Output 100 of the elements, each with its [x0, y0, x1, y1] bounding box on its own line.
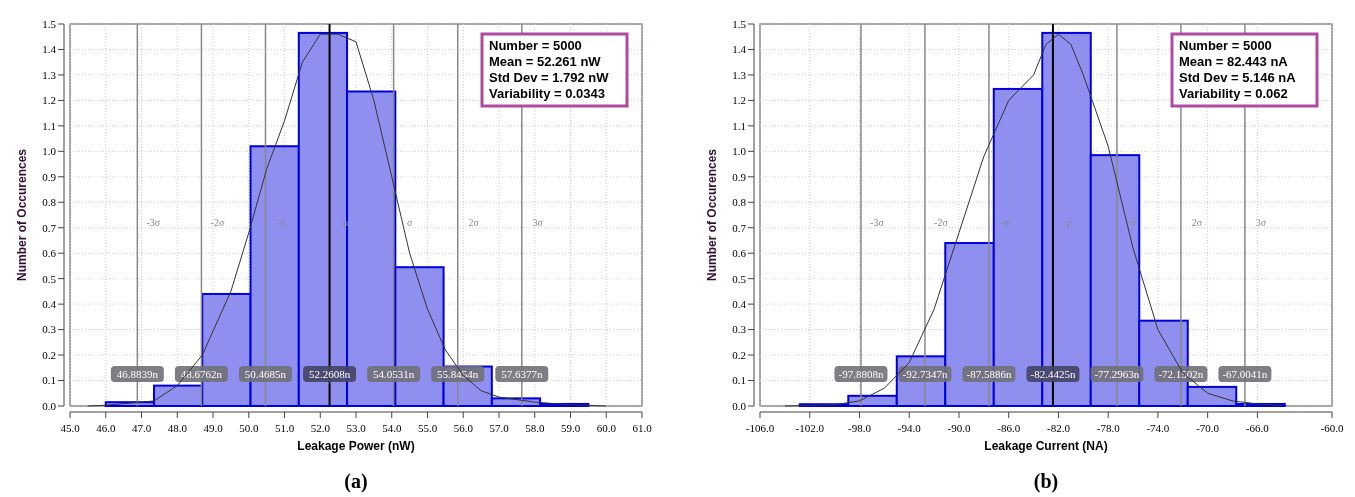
ref-line-label: 52.2608n [308, 368, 351, 380]
y-tick-label: 0.4 [732, 297, 747, 310]
y-tick-label: 1.5 [42, 17, 57, 30]
y-tick-label: 0.7 [732, 221, 747, 234]
annotation: μ [1066, 217, 1072, 229]
y-tick-label: 1.2 [732, 94, 746, 107]
annotation: -σ [277, 217, 287, 229]
ref-line-label: 48.6762n [180, 368, 223, 380]
y-tick-label: 0.8 [42, 196, 57, 209]
annotation: Mean = 52.261 nW [489, 54, 602, 69]
y-tick-label: 1.3 [732, 68, 747, 81]
ref-line-label: 54.0531n [373, 368, 415, 380]
x-tick-label: 58.0 [525, 422, 545, 434]
y-tick-label: 0.6 [42, 247, 57, 260]
y-tick-label: 0.2 [732, 348, 746, 361]
y-tick-label: 0.7 [42, 221, 57, 234]
annotation: -3σ [146, 217, 161, 229]
x-tick-label: -70.0 [1196, 422, 1220, 434]
y-tick-label: 0.2 [42, 348, 56, 361]
x-tick-label: -78.0 [1096, 422, 1121, 434]
x-tick-label: 54.0 [382, 422, 402, 434]
x-tick-label: 47.0 [131, 422, 152, 434]
ref-line-label: -82.4425n [1030, 368, 1076, 380]
annotation: Mean = 82.443 nA [1179, 54, 1289, 69]
annotation: -3σ [870, 217, 885, 229]
annotation: σ [406, 217, 413, 229]
ref-line-label: -97.8808n [838, 368, 884, 380]
y-tick-label: 0.8 [732, 196, 747, 209]
y-tick-label: 1.2 [42, 94, 56, 107]
x-tick-label: 55.0 [417, 422, 438, 434]
y-tick-label: 0.3 [42, 323, 57, 336]
x-tick-label: 59.0 [560, 422, 581, 434]
x-tick-label: 56.0 [453, 422, 474, 434]
x-tick-label: 49.0 [203, 422, 224, 434]
annotation: μ [342, 217, 349, 229]
annotation: -2σ [934, 217, 949, 229]
x-tick-label: 46.0 [96, 422, 116, 434]
y-tick-label: 0.1 [42, 374, 56, 387]
x-tick-label: 61.0 [632, 422, 653, 434]
x-tick-label: -90.0 [947, 422, 971, 434]
ref-line-label: 55.8454n [437, 368, 479, 380]
y-tick-label: 1.0 [732, 145, 747, 158]
annotation: 2σ [468, 217, 480, 229]
x-tick-label: 51.0 [274, 422, 295, 434]
y-tick-label: 0.5 [42, 272, 57, 285]
y-tick-label: 0.9 [42, 170, 57, 183]
x-tick-label: -86.0 [997, 422, 1021, 434]
annotation: Number = 5000 [489, 38, 582, 53]
y-tick-label: 1.1 [732, 119, 746, 132]
y-tick-label: 0.3 [732, 323, 747, 336]
y-axis-title: Number of Occurences [705, 148, 719, 282]
annotation: -2σ [210, 217, 225, 229]
x-tick-label: -98.0 [848, 422, 872, 434]
x-tick-label: 52.0 [310, 422, 331, 434]
annotation: 3σ [1255, 217, 1267, 229]
x-tick-label: 57.0 [489, 422, 510, 434]
y-tick-label: 0.4 [42, 297, 57, 310]
annotation: 3σ [532, 217, 544, 229]
x-tick-label: 60.0 [596, 422, 617, 434]
x-tick-label: -74.0 [1146, 422, 1170, 434]
y-tick-label: 1.0 [42, 145, 57, 158]
y-tick-label: 1.1 [42, 119, 56, 132]
annotation: Std Dev = 5.146 nA [1179, 70, 1297, 85]
annotation: Variability = 0.0343 [489, 86, 605, 101]
y-tick-label: 0.0 [732, 399, 747, 412]
x-tick-label: -60.0 [1320, 422, 1344, 434]
x-tick-label: -66.0 [1245, 422, 1270, 434]
x-tick-label: 48.0 [167, 422, 188, 434]
y-tick-label: 0.1 [732, 374, 746, 387]
annotation: -σ [1000, 217, 1010, 229]
ref-line-label: -77.2963n [1094, 368, 1140, 380]
x-tick-label: 50.0 [239, 422, 259, 434]
x-tick-label: 53.0 [346, 422, 367, 434]
ref-line-label: -67.0041n [1222, 368, 1268, 380]
ref-line-label: 57.6377n [501, 368, 543, 380]
x-tick-label: 45.0 [60, 422, 81, 434]
ref-line-label: 46.8839n [116, 368, 159, 380]
text: (b) [1033, 470, 1059, 493]
y-tick-label: 1.4 [732, 43, 747, 56]
y-tick-label: 0.5 [732, 272, 747, 285]
text: (a) [344, 470, 368, 493]
annotation: Std Dev = 1.792 nW [489, 70, 610, 85]
annotation: Variability = 0.062 [1179, 86, 1288, 101]
x-tick-label: -102.0 [795, 422, 825, 434]
y-tick-label: 0.0 [42, 399, 57, 412]
x-tick-label: -106.0 [745, 422, 775, 434]
ref-line-label: 50.4685n [244, 368, 287, 380]
y-axis-title: Number of Occurences [15, 148, 29, 282]
x-tick-label: -82.0 [1046, 422, 1071, 434]
ref-line-label: -72.1502n [1158, 368, 1204, 380]
x-tick-label: -94.0 [897, 422, 922, 434]
ref-line-label: -87.5886n [966, 368, 1012, 380]
y-tick-label: 0.6 [732, 247, 747, 260]
x-axis-title: Leakage Current (NA) [984, 439, 1108, 453]
y-tick-label: 0.9 [732, 170, 747, 183]
y-tick-label: 1.3 [42, 68, 57, 81]
annotation: σ [1130, 217, 1137, 229]
x-axis-title: Leakage Power (nW) [297, 439, 415, 453]
ref-line-label: -92.7347n [902, 368, 948, 380]
annotation: Number = 5000 [1179, 38, 1272, 53]
